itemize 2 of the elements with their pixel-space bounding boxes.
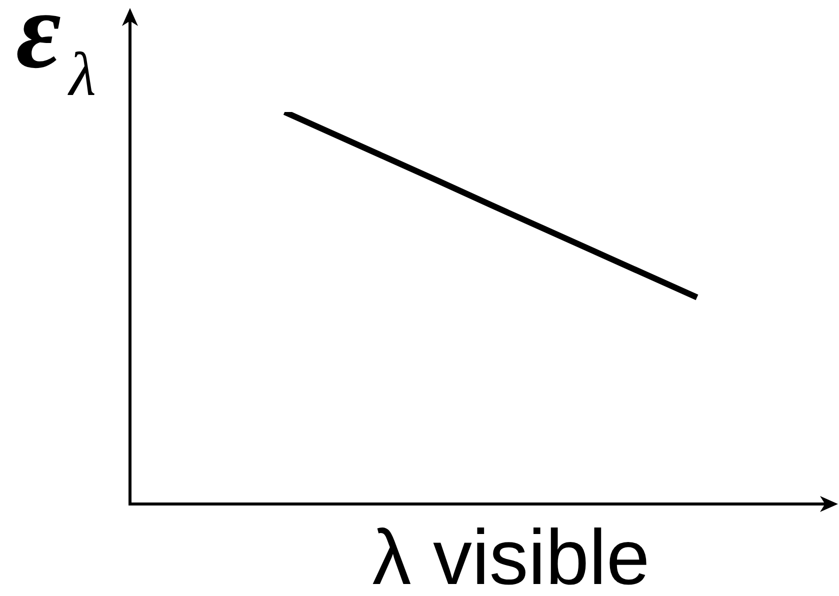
- x-axis-title: λ visible: [372, 513, 650, 596]
- y-axis-title: ε$_{λ}$: [16, 0, 96, 111]
